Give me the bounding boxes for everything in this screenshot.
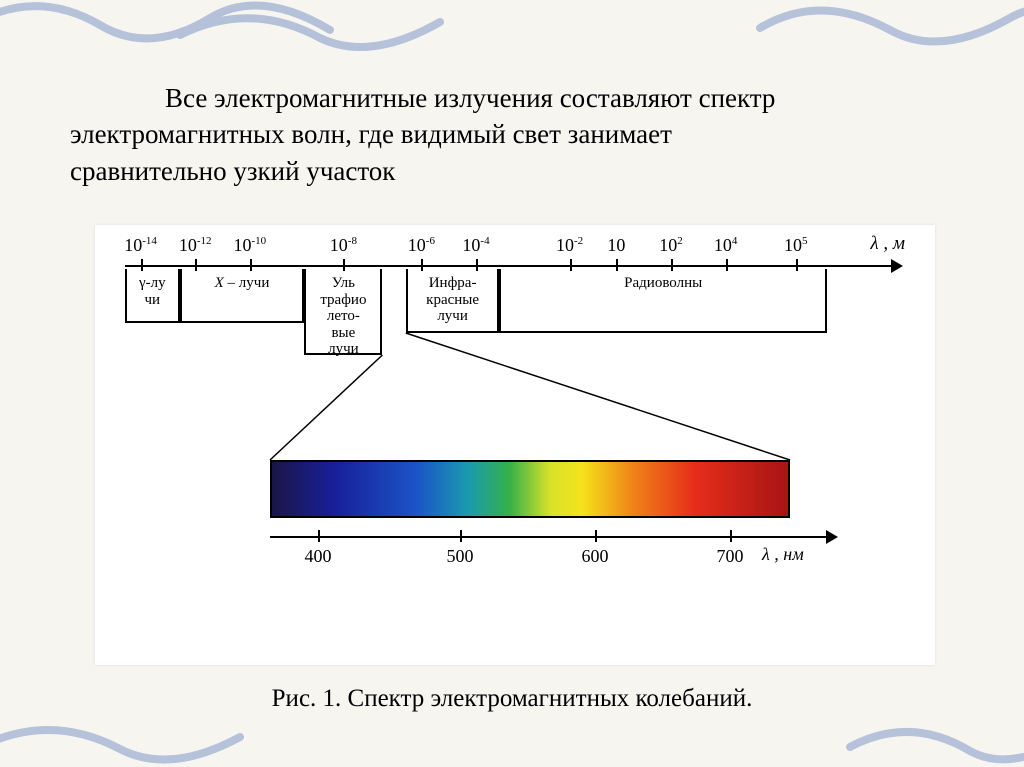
visible-spectrum: λ , нм 400500600700 [270,460,790,620]
decorative-flourish-top [0,0,1024,60]
nm-axis-line [270,536,830,538]
intro-text: Все электромагнитные излучения составляю… [70,80,794,189]
nm-axis-xlabel: λ , нм [762,544,804,565]
nm-tick-label: 500 [447,546,474,567]
figure-caption: Рис. 1. Спектр электромагнитных колебани… [0,685,1024,713]
em-spectrum-diagram: λ , м 10-1410-1210-1010-810-610-410-2101… [95,225,935,665]
nm-tick [730,530,732,542]
nm-axis-arrow-icon [826,530,838,544]
wavelength-axis-nm: λ , нм 400500600700 [270,522,850,562]
connector-lines [95,225,935,485]
nm-tick [460,530,462,542]
decorative-flourish-bottom [0,707,1024,767]
spectrum-gradient-bar [270,460,790,518]
intro-paragraph: Все электромагнитные излучения составляю… [70,80,794,189]
nm-tick-label: 700 [717,546,744,567]
nm-tick [318,530,320,542]
nm-tick-label: 400 [305,546,332,567]
nm-tick-label: 600 [582,546,609,567]
nm-tick [595,530,597,542]
